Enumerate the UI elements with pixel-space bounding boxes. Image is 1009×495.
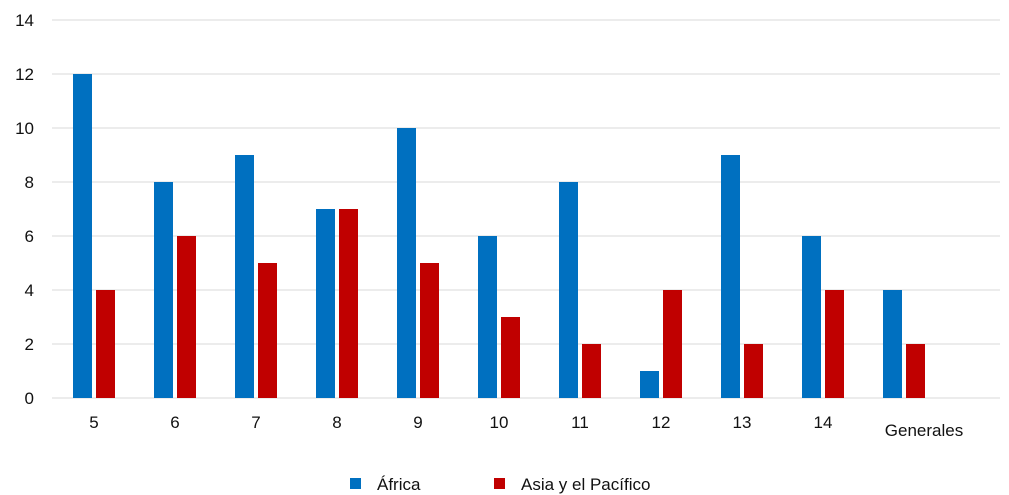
bar-africa-10: [478, 236, 497, 398]
bar-asia-pacifico-8: [339, 209, 358, 398]
bar-africa-13: [721, 155, 740, 398]
bar-africa-11: [559, 182, 578, 398]
bar-africa-9: [397, 128, 416, 398]
bar-asia-pacifico-12: [663, 290, 682, 398]
x-tick-label: 8: [332, 413, 341, 432]
bar-asia-pacifico-9: [420, 263, 439, 398]
x-tick-label: 9: [413, 413, 422, 432]
x-tick-label: 12: [652, 413, 671, 432]
x-tick-label: 5: [89, 413, 98, 432]
y-tick-label: 0: [25, 389, 34, 408]
y-tick-label: 8: [25, 173, 34, 192]
bar-africa-7: [235, 155, 254, 398]
bar-africa-6: [154, 182, 173, 398]
legend-label-africa: África: [377, 475, 421, 494]
bar-asia-pacifico-13: [744, 344, 763, 398]
bar-asia-pacifico-14: [825, 290, 844, 398]
legend-label-asia-pacifico: Asia y el Pacífico: [521, 475, 650, 494]
gridlines: [52, 19, 1000, 399]
x-axis-ticks: 5 6 7 8 9 10 11 12 13 14 Generales: [89, 413, 963, 440]
legend-swatch-africa: [350, 478, 361, 489]
bar-asia-pacifico-10: [501, 317, 520, 398]
bar-africa-14: [802, 236, 821, 398]
y-axis-ticks: 0 2 4 6 8 10 12 14: [15, 11, 34, 408]
y-tick-label: 4: [25, 281, 34, 300]
bar-asia-pacifico-5: [96, 290, 115, 398]
x-tick-label: 6: [170, 413, 179, 432]
bar-africa-12: [640, 371, 659, 398]
x-tick-label: Generales: [885, 421, 963, 440]
bar-asia-pacifico-7: [258, 263, 277, 398]
bar-africa-5: [73, 74, 92, 398]
bars: [73, 74, 925, 398]
y-tick-label: 2: [25, 335, 34, 354]
bar-africa-8: [316, 209, 335, 398]
x-tick-label: 10: [490, 413, 509, 432]
bar-africa-Generales: [883, 290, 902, 398]
x-tick-label: 7: [251, 413, 260, 432]
bar-asia-pacifico-11: [582, 344, 601, 398]
y-tick-label: 6: [25, 227, 34, 246]
bar-asia-pacifico-6: [177, 236, 196, 398]
y-tick-label: 14: [15, 11, 34, 30]
y-tick-label: 10: [15, 119, 34, 138]
x-tick-label: 13: [733, 413, 752, 432]
legend: África Asia y el Pacífico: [350, 475, 650, 494]
x-tick-label: 14: [814, 413, 833, 432]
x-tick-label: 11: [571, 413, 589, 432]
legend-swatch-asia-pacifico: [494, 478, 505, 489]
bar-asia-pacifico-Generales: [906, 344, 925, 398]
y-tick-label: 12: [15, 65, 34, 84]
